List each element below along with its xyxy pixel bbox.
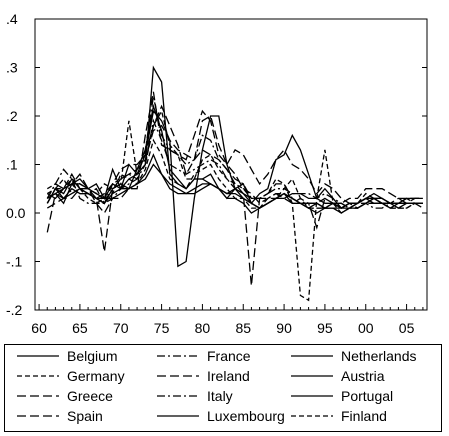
legend-label: Greece xyxy=(67,388,113,404)
legend-swatch xyxy=(291,415,333,417)
legend-label: Italy xyxy=(207,388,233,404)
legend-swatch xyxy=(17,395,59,397)
legend-swatch xyxy=(291,375,333,377)
y-tick-label: -.2 xyxy=(6,302,23,318)
legend-swatch xyxy=(157,375,199,377)
x-axis: 60 65 70 75 80 85 90 95 00 05 xyxy=(31,304,424,336)
y-axis: .4 .3 .2 .1 0.0 -.1 -.2 xyxy=(6,11,427,318)
legend: Belgium Germany Greece Spain France Ireland It… xyxy=(4,344,442,432)
legend-swatch xyxy=(17,355,59,357)
legend-label: Netherlands xyxy=(341,348,417,364)
plot-frame xyxy=(34,18,428,311)
legend-label: Belgium xyxy=(67,348,118,364)
y-tick-label: .4 xyxy=(6,11,18,27)
legend-swatch xyxy=(157,415,199,417)
x-tick-label: 60 xyxy=(31,320,47,336)
y-tick-label: -.1 xyxy=(6,254,23,270)
legend-swatch xyxy=(157,355,199,357)
legend-swatch xyxy=(291,395,333,397)
y-tick-label: .2 xyxy=(6,108,18,124)
legend-swatch xyxy=(17,415,59,417)
series-line-italy xyxy=(46,96,423,209)
series-line-germany xyxy=(46,138,423,214)
line-chart: .4 .3 .2 .1 0.0 -.1 -.2 60 65 70 75 80 85 90 95 00 05 xyxy=(6,11,428,336)
x-tick-label: 65 xyxy=(72,320,88,336)
legend-swatch xyxy=(157,395,199,397)
legend-label: Portugal xyxy=(341,388,394,404)
series-line-luxembourg xyxy=(46,153,423,209)
y-tick-label: .1 xyxy=(6,157,18,173)
legend-label: Ireland xyxy=(207,368,250,384)
series-line-finland xyxy=(46,109,423,302)
x-tick-label: 05 xyxy=(399,320,415,336)
x-tick-label: 75 xyxy=(154,320,170,336)
x-tick-label: 70 xyxy=(113,320,129,336)
legend-label: Austria xyxy=(341,368,385,384)
y-tick-label: .3 xyxy=(6,60,18,76)
series-line-ireland xyxy=(46,104,423,205)
legend-label: Germany xyxy=(67,368,125,384)
legend-label: France xyxy=(207,348,251,364)
x-tick-label: 95 xyxy=(317,320,333,336)
series-line-netherlands xyxy=(46,65,423,214)
legend-label: Finland xyxy=(341,408,387,424)
legend-label: Luxembourg xyxy=(207,408,285,424)
x-tick-label: 00 xyxy=(358,320,374,336)
x-tick-label: 90 xyxy=(276,320,292,336)
series-line-spain xyxy=(46,124,423,286)
x-tick-label: 85 xyxy=(235,320,251,336)
x-tick-label: 80 xyxy=(195,320,211,336)
y-tick-label: 0.0 xyxy=(6,205,26,221)
series-line-france xyxy=(46,118,423,209)
series-lines xyxy=(46,65,424,302)
legend-swatch xyxy=(291,355,333,357)
legend-swatch xyxy=(17,375,59,377)
series-line-greece xyxy=(46,91,424,215)
legend-label: Spain xyxy=(67,408,103,424)
